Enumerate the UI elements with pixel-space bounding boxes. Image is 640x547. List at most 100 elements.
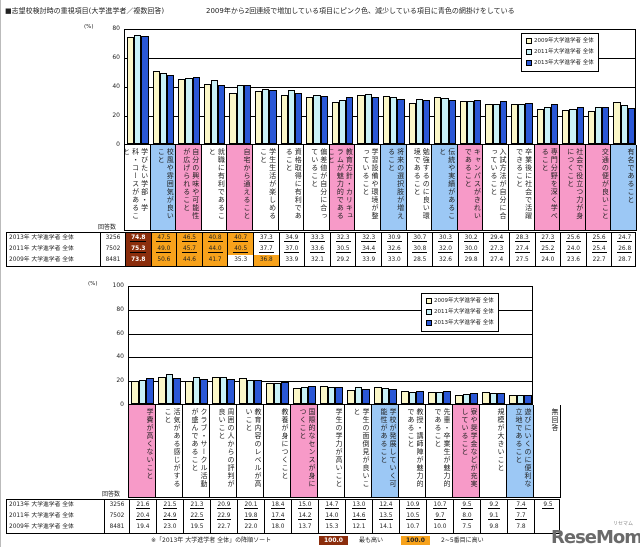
category-label: 寮や奨学金などが充実していること <box>452 405 480 498</box>
bar-2013 <box>167 75 175 144</box>
bar-2011 <box>462 394 471 404</box>
table-cell: 9.5 <box>453 500 480 511</box>
cell-value: 19.5 <box>190 524 204 530</box>
table-cell: 33.9 <box>278 255 305 266</box>
table-cell: 7.8 <box>507 522 534 533</box>
category-label: 遊びにいくのに便利な立地であること <box>506 405 534 498</box>
bar-2011 <box>543 107 551 144</box>
table-cell: 47.5 <box>150 233 177 244</box>
bar-2013 <box>416 391 424 404</box>
table-cell: 28.3 <box>509 233 535 244</box>
bar-2011 <box>185 77 193 144</box>
count-value: 8481 <box>105 257 121 263</box>
table-cell: 32.3 <box>329 233 356 244</box>
y-tick-label: 20 <box>116 377 124 385</box>
cell-value: 30.3 <box>438 235 453 242</box>
table-cell: 29.8 <box>457 255 484 266</box>
table-cell: 21.5 <box>156 500 183 511</box>
bar-2013 <box>243 85 251 144</box>
table-cell: 23.0 <box>156 522 183 533</box>
table-cell: 44.0 <box>201 244 228 255</box>
cell-value: 24.0 <box>566 246 581 253</box>
bar-2011 <box>408 391 417 404</box>
table-cell: 37.7 <box>253 244 279 255</box>
cell-value: 18.4 <box>270 502 286 509</box>
category-label: 周囲の人からの評判が良いこと <box>209 405 237 498</box>
table-cell: 36.8 <box>253 255 279 266</box>
table-cell: 45.7 <box>176 244 202 255</box>
gridline <box>129 357 532 359</box>
bar-2011 <box>313 95 321 144</box>
cell-value: 22.7 <box>592 257 606 263</box>
respondent-count: 8481 <box>104 522 129 533</box>
cell-value: 21.3 <box>189 502 205 509</box>
bar-2011 <box>327 387 336 404</box>
category-label: 学生の学力が高いこと <box>317 405 345 498</box>
legend-swatch <box>426 298 432 304</box>
bar-2013 <box>227 379 235 404</box>
table-cell: 9.8 <box>480 522 507 533</box>
category-label: 学校が発展していく可能性があること <box>371 405 399 498</box>
table-cell: 12.1 <box>345 522 372 533</box>
bar-2009 <box>482 392 490 404</box>
table-cell <box>534 511 561 522</box>
cell-value: 12.4 <box>378 502 394 509</box>
table-cell: 14.2 <box>291 511 318 522</box>
cell-value: 33.6 <box>310 246 325 253</box>
cell-value: 27.4 <box>490 257 504 263</box>
row-label: 2013年 大学進学者 全体 <box>9 235 74 241</box>
bar-2009 <box>434 96 442 144</box>
cell-value: 30.7 <box>412 235 428 242</box>
category-label: 勉強するのに良い環境であること <box>405 145 433 231</box>
bar-2009 <box>239 377 247 404</box>
bar-2011 <box>211 80 219 144</box>
cell-value: 34.4 <box>361 246 377 253</box>
cell-value: 15.3 <box>325 524 339 530</box>
table-cell: 49.0 <box>150 244 177 255</box>
bar-2011 <box>354 386 363 404</box>
cell-value: 33.9 <box>362 257 376 263</box>
cell-value: 40.8 <box>207 235 223 242</box>
bar-2009 <box>587 111 595 144</box>
cell-value: 32.1 <box>311 257 324 263</box>
table-cell: 32.6 <box>381 244 407 255</box>
gridline <box>125 58 635 59</box>
bar-2013 <box>173 378 181 404</box>
table-row: 2011年 大学進学者 全体 7502 75.3 49.0 45.7 44.0 40.5 37… <box>7 244 637 255</box>
bar-2011 <box>159 72 167 144</box>
cell-value: 7.8 <box>516 524 526 530</box>
count-value: 3256 <box>109 502 125 508</box>
bar-2011 <box>165 374 174 404</box>
table-cell: 40.5 <box>227 244 253 255</box>
table-cell: 30.7 <box>406 233 433 244</box>
cell-value: 32.6 <box>386 246 402 253</box>
bar-2013 <box>389 389 397 404</box>
cell-value: 40.7 <box>233 235 249 242</box>
bar-2009 <box>536 109 544 144</box>
bar-2013 <box>524 395 532 404</box>
cell-value: 10.0 <box>433 524 447 530</box>
row-label: 2009年 大学進学者 全体 <box>9 524 74 530</box>
bar-2009 <box>428 392 436 404</box>
table-row: 2009年 大学進学者 全体 8481 19.4 23.0 19.5 22.7 22.0 18… <box>7 522 561 533</box>
category-label: 資格取得に有利であること <box>277 145 305 231</box>
bar-2013 <box>551 104 559 144</box>
table-cell: 33.3 <box>304 233 330 244</box>
cell-value: 19.4 <box>136 524 150 530</box>
table-cell: 27.5 <box>509 255 535 266</box>
y-tick-label: 60 <box>112 54 120 61</box>
bar-2009 <box>357 94 365 144</box>
cell-value: 19.8 <box>243 513 259 520</box>
bar-2009 <box>401 391 409 404</box>
table-cell: 9.2 <box>480 500 507 511</box>
bar-2011 <box>390 96 398 144</box>
bar-2011 <box>441 97 449 144</box>
legend-orange-text: 2~5番目に高い <box>441 537 484 544</box>
cell-value: 25.6 <box>591 235 607 242</box>
bar-2013 <box>141 35 149 144</box>
table-cell: 33.0 <box>381 255 407 266</box>
table-cell: 27.3 <box>483 244 509 255</box>
respondent-count: 7502 <box>104 511 129 522</box>
table-cell: 27.4 <box>483 255 509 266</box>
bar-2013 <box>525 102 533 144</box>
